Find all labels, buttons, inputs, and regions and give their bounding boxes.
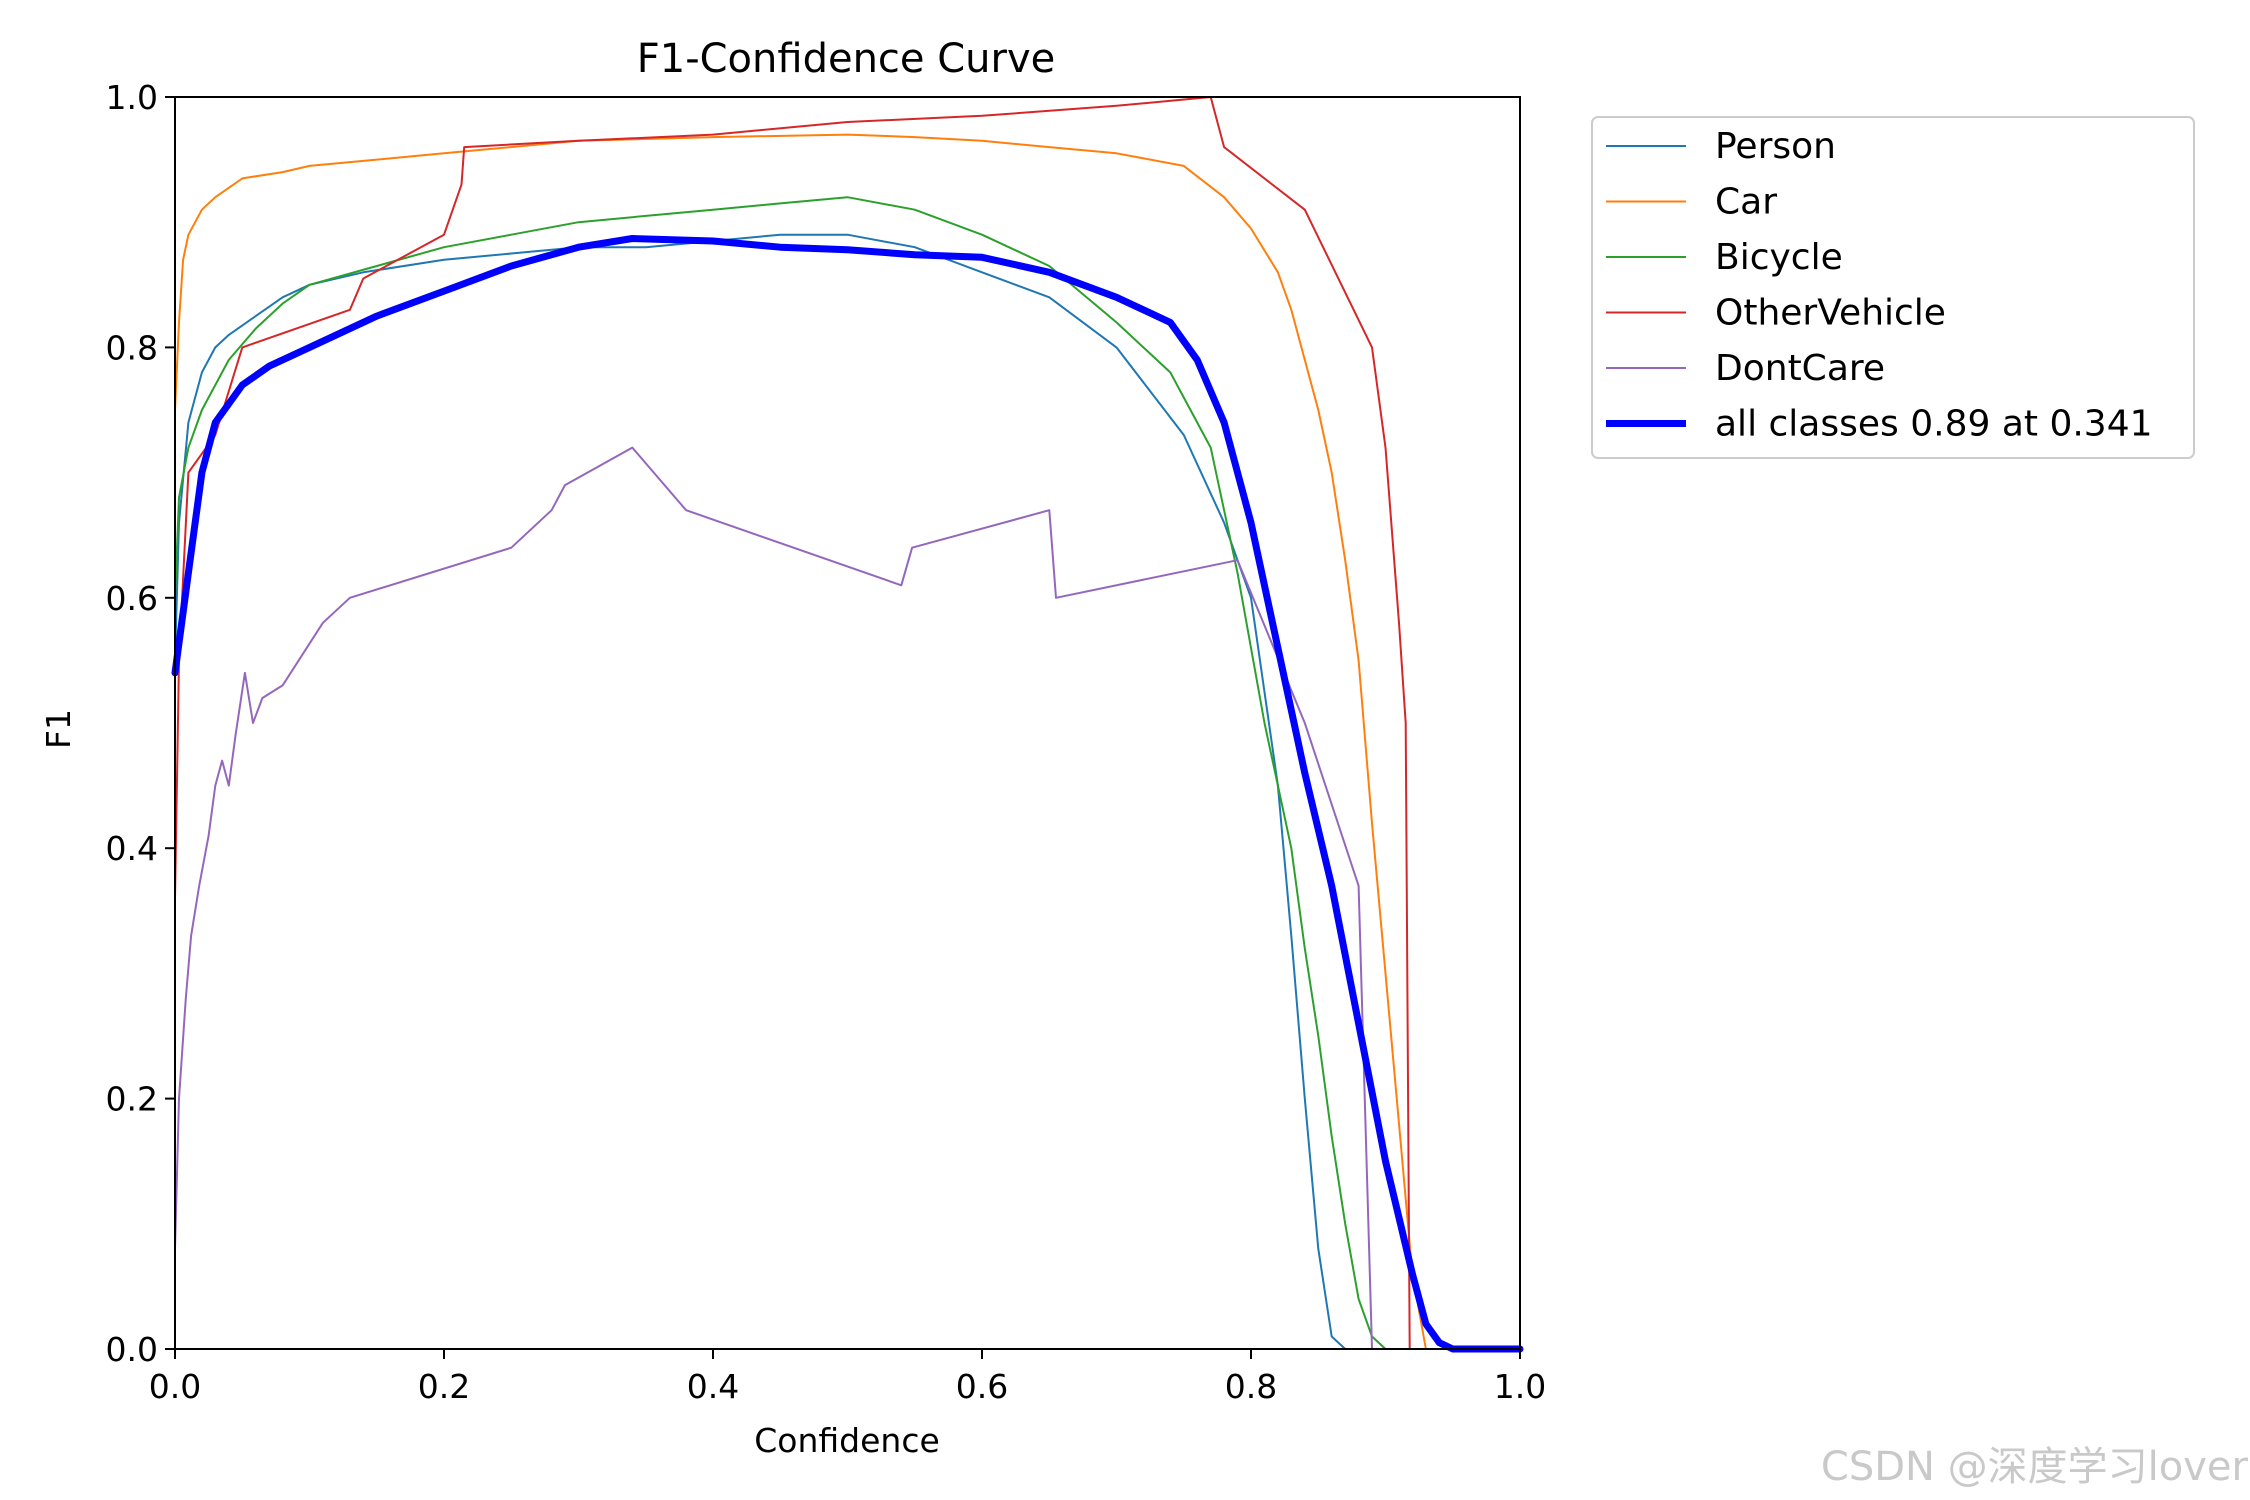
- x-tick-label: 0.2: [418, 1367, 470, 1406]
- legend-label-4: DontCare: [1715, 348, 1885, 389]
- y-tick-label: 0.2: [106, 1080, 158, 1119]
- x-tick-label: 0.0: [149, 1367, 201, 1406]
- x-tick-label: 0.4: [687, 1367, 739, 1406]
- x-tick-label: 0.8: [1225, 1367, 1277, 1406]
- x-tick-label: 1.0: [1494, 1367, 1546, 1406]
- y-axis-label: F1: [39, 709, 78, 749]
- y-tick-label: 0.8: [106, 328, 158, 367]
- series-line-1: [174, 133, 1521, 1350]
- legend-label-2: Bicycle: [1715, 237, 1843, 278]
- plot-area: [171, 96, 1524, 1353]
- legend-entries: Person Car Bicycle OtherVehicle DontCare all …: [1606, 126, 2153, 445]
- x-axis-label: Confidence: [754, 1421, 940, 1460]
- y-axis-ticks: 0.0 0.2 0.4 0.6 0.8 1.0: [106, 78, 175, 1369]
- y-tick-label: 0.4: [106, 829, 158, 868]
- series-line-0: [174, 233, 1521, 1350]
- legend-box: [1591, 116, 2195, 459]
- series-layer: [171, 96, 1524, 1353]
- y-tick-label: 1.0: [106, 78, 158, 117]
- series-line-4: [174, 446, 1521, 1350]
- legend: Person Car Bicycle OtherVehicle DontCare all …: [1591, 116, 2195, 459]
- watermark: CSDN @深度学习lover: [1820, 1444, 2248, 1490]
- y-tick-label: 0.6: [106, 579, 158, 618]
- x-axis-ticks: 0.0 0.2 0.4 0.6 0.8 1.0: [149, 1349, 1546, 1406]
- legend-label-0: Person: [1715, 126, 1836, 167]
- legend-label-5: all classes 0.89 at 0.341: [1715, 404, 2153, 445]
- y-tick-label: 0.0: [106, 1330, 158, 1369]
- series-line-3: [174, 96, 1521, 1350]
- chart-title: F1-Confidence Curve: [637, 36, 1056, 82]
- series-line-2: [174, 196, 1521, 1350]
- axes-frame: [174, 96, 1521, 1350]
- series-line-5: [171, 235, 1524, 1353]
- legend-label-3: OtherVehicle: [1715, 293, 1946, 334]
- x-tick-label: 0.6: [956, 1367, 1008, 1406]
- legend-label-1: Car: [1715, 182, 1777, 223]
